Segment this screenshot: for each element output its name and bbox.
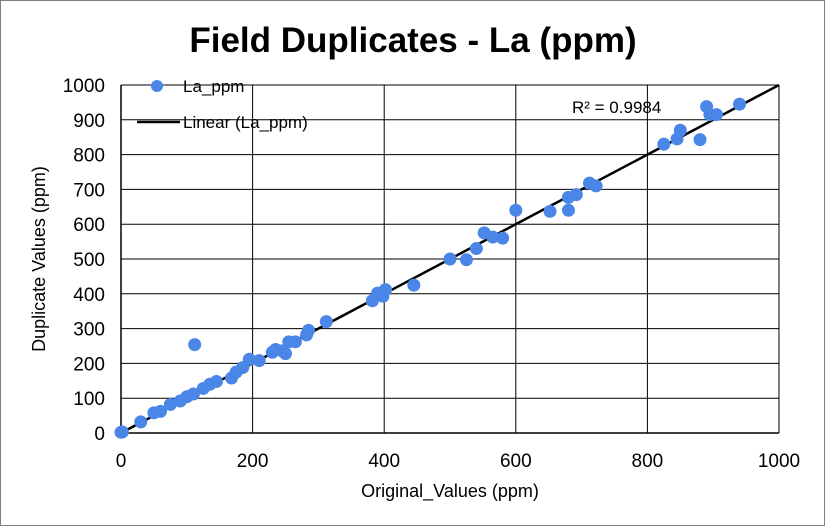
y-tick-label: 100 <box>73 389 105 410</box>
x-axis-label: Original_Values (ppm) <box>361 481 539 502</box>
x-tick-label: 0 <box>116 451 127 472</box>
legend-series-label: La_ppm <box>183 77 244 96</box>
data-point <box>569 188 583 202</box>
r-squared-label: R² = 0.9984 <box>572 98 661 117</box>
legend: La_ppm Linear (La_ppm) <box>137 77 308 132</box>
data-point <box>709 108 723 122</box>
data-point <box>279 347 292 361</box>
data-point <box>242 352 256 366</box>
data-point <box>134 415 148 429</box>
y-axis-label: Duplicate Values (ppm) <box>29 166 49 352</box>
legend-trendline-label: Linear (La_ppm) <box>183 113 308 132</box>
y-tick-label: 0 <box>94 424 105 445</box>
data-point <box>209 374 223 388</box>
data-point <box>693 133 707 147</box>
y-tick-label: 300 <box>73 320 105 341</box>
data-point <box>561 203 575 217</box>
data-points <box>114 97 747 439</box>
y-tick-label: 400 <box>73 285 105 306</box>
x-tick-label: 1000 <box>758 451 800 472</box>
data-point <box>469 242 483 256</box>
data-point <box>543 204 557 218</box>
data-point <box>252 354 266 368</box>
data-point <box>153 404 167 418</box>
data-point <box>163 397 177 411</box>
y-tick-label: 800 <box>73 146 105 167</box>
axes <box>120 85 779 434</box>
x-tick-label: 200 <box>237 451 269 472</box>
chart-title: Field Duplicates - La (ppm) <box>189 21 636 60</box>
data-point <box>459 253 473 267</box>
data-point <box>496 231 510 245</box>
y-tick-label: 900 <box>73 111 105 132</box>
legend-marker-icon <box>151 80 163 92</box>
data-point <box>319 315 333 329</box>
data-point <box>657 137 671 151</box>
y-tick-label: 200 <box>73 354 105 375</box>
data-point <box>733 97 747 111</box>
data-point <box>509 203 523 217</box>
x-tick-label: 800 <box>632 451 664 472</box>
data-point <box>115 425 129 439</box>
data-point <box>443 252 457 266</box>
y-tick-label: 700 <box>73 180 105 201</box>
data-point <box>673 123 687 137</box>
tick-labels: 0 100 200 300 400 500 600 700 800 900 1000 0 200 400 6… <box>63 76 800 472</box>
data-point <box>379 283 393 297</box>
x-tick-label: 400 <box>368 451 400 472</box>
data-point <box>589 179 603 193</box>
data-point <box>288 335 302 349</box>
data-point <box>486 230 500 244</box>
y-tick-label: 500 <box>73 250 105 271</box>
y-tick-label: 600 <box>73 215 105 236</box>
data-point <box>188 338 202 352</box>
data-point <box>302 323 316 337</box>
x-tick-label: 600 <box>500 451 532 472</box>
data-point <box>186 387 200 401</box>
y-tick-label: 1000 <box>63 76 105 97</box>
data-point <box>407 278 421 292</box>
